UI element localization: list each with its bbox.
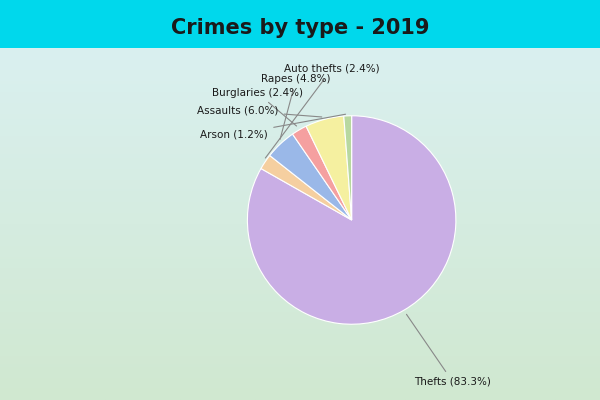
Wedge shape bbox=[247, 116, 456, 324]
Text: Auto thefts (2.4%): Auto thefts (2.4%) bbox=[265, 64, 380, 158]
Text: Thefts (83.3%): Thefts (83.3%) bbox=[406, 314, 491, 386]
Text: Rapes (4.8%): Rapes (4.8%) bbox=[261, 74, 331, 139]
Text: Crimes by type - 2019: Crimes by type - 2019 bbox=[171, 18, 429, 38]
Wedge shape bbox=[261, 156, 352, 220]
Text: Assaults (6.0%): Assaults (6.0%) bbox=[197, 106, 322, 117]
Wedge shape bbox=[306, 116, 352, 220]
Wedge shape bbox=[270, 134, 352, 220]
Wedge shape bbox=[344, 116, 352, 220]
Text: Burglaries (2.4%): Burglaries (2.4%) bbox=[212, 88, 302, 126]
Wedge shape bbox=[293, 126, 352, 220]
Text: Arson (1.2%): Arson (1.2%) bbox=[200, 114, 346, 140]
